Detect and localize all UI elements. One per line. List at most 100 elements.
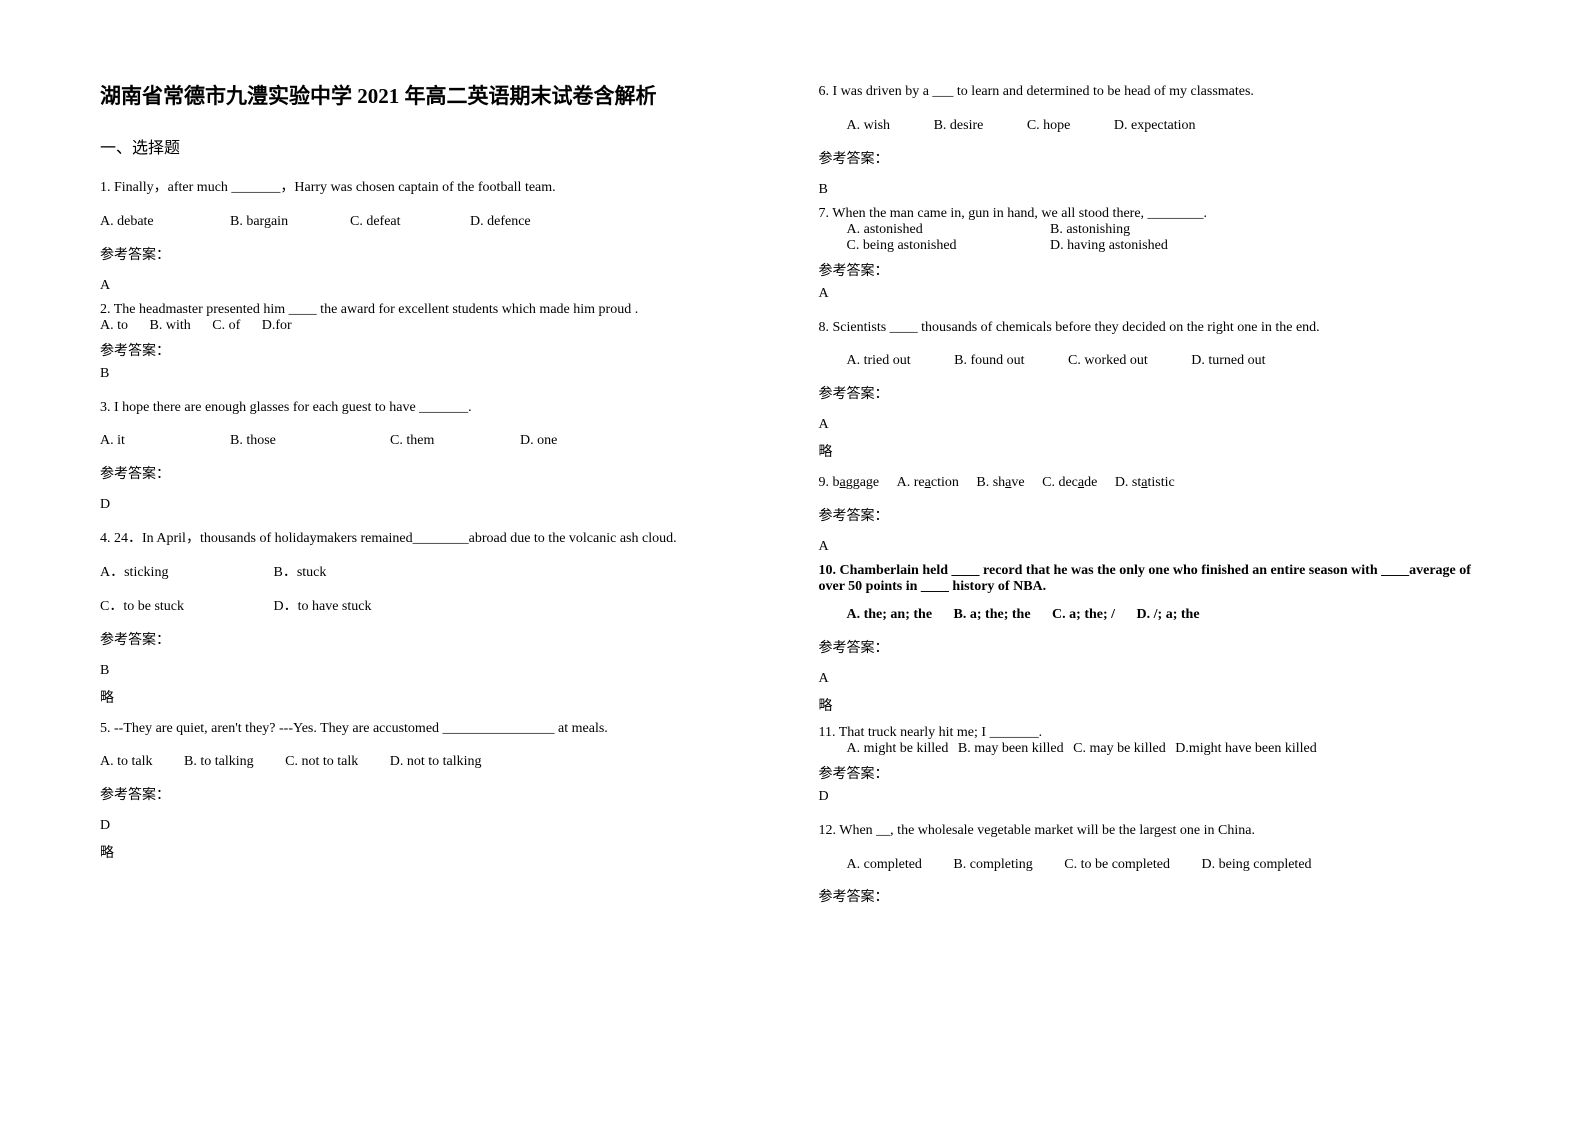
q1-opt-d: D. defence — [470, 210, 531, 234]
answer-label: 参考答案： — [819, 505, 1488, 525]
q4-answer: B — [100, 663, 769, 679]
q7-opt-a: A. astonished — [847, 222, 1047, 238]
q5-opt-a: A. to talk — [100, 750, 153, 774]
q2-opt-b: B. with — [150, 318, 191, 334]
answer-label: 参考答案： — [819, 260, 1488, 280]
question-4: 4. 24．In April，thousands of holidaymaker… — [100, 527, 769, 551]
q6-opt-a: A. wish — [847, 114, 891, 138]
q6-opt-c: C. hope — [1027, 114, 1071, 138]
left-column: 湖南省常德市九澧实验中学 2021 年高二英语期末试卷含解析 一、选择题 1. … — [100, 80, 769, 912]
section-header: 一、选择题 — [100, 134, 769, 158]
q9-answer: A — [819, 539, 1488, 555]
q12-opt-b: B. completing — [953, 853, 1032, 877]
question-11-options: A. might be killed B. may been killed C.… — [847, 741, 1488, 757]
question-9: 9. baggage A. reaction B. shave C. decad… — [819, 471, 1488, 495]
q8-opt-a: A. tried out — [847, 349, 911, 373]
q8-opt-c: C. worked out — [1068, 349, 1148, 373]
q7-opt-b: B. astonishing — [1050, 222, 1130, 237]
question-8: 8. Scientists ____ thousands of chemical… — [819, 316, 1488, 340]
q2-opt-c: C. of — [212, 318, 240, 334]
q1-answer: A — [100, 278, 769, 294]
q4-note: 略 — [100, 687, 769, 707]
answer-label: 参考答案： — [819, 637, 1488, 657]
page-container: 湖南省常德市九澧实验中学 2021 年高二英语期末试卷含解析 一、选择题 1. … — [100, 80, 1487, 912]
question-2: 2. The headmaster presented him ____ the… — [100, 302, 769, 318]
q5-opt-b: B. to talking — [184, 750, 254, 774]
answer-label: 参考答案： — [100, 463, 769, 483]
q9c-post: de — [1084, 475, 1097, 490]
question-2-options: A. to B. with C. of D.for — [100, 318, 769, 334]
q7-opt-d: D. having astonished — [1050, 238, 1168, 253]
q2-opt-a: A. to — [100, 318, 128, 334]
question-4-options-row2: C．to be stuck D．to have stuck — [100, 595, 769, 619]
q10-opt-b: B. a; the; the — [954, 603, 1031, 627]
q9-opt-b: B. shave — [976, 475, 1024, 490]
question-12-options: A. completed B. completing C. to be comp… — [847, 853, 1488, 877]
q2-opt-d: D.for — [262, 318, 292, 333]
q4-opt-b: B．stuck — [274, 565, 327, 580]
answer-label: 参考答案： — [100, 244, 769, 264]
q7-opt-c: C. being astonished — [847, 238, 1047, 254]
question-11: 11. That truck nearly hit me; I _______. — [819, 725, 1488, 741]
q9-opt-a: A. reaction — [897, 475, 959, 490]
q12-opt-a: A. completed — [847, 853, 922, 877]
question-12: 12. When __, the wholesale vegetable mar… — [819, 819, 1488, 843]
q3-opt-c: C. them — [390, 429, 520, 453]
answer-label: 参考答案： — [819, 886, 1488, 906]
question-7-options-row2: C. being astonished D. having astonished — [847, 238, 1488, 254]
answer-label: 参考答案： — [100, 784, 769, 804]
q9b-pre: B. sh — [976, 475, 1005, 490]
question-6: 6. I was driven by a ___ to learn and de… — [819, 80, 1488, 104]
answer-label: 参考答案： — [819, 148, 1488, 168]
q3-opt-b: B. those — [230, 429, 390, 453]
q11-opt-b: B. may been killed — [958, 741, 1064, 756]
question-10: 10. Chamberlain held ____ record that he… — [819, 563, 1488, 595]
q6-opt-d: D. expectation — [1114, 118, 1196, 133]
q8-opt-d: D. turned out — [1191, 353, 1265, 368]
question-5-options: A. to talk B. to talking C. not to talk … — [100, 750, 769, 774]
q5-note: 略 — [100, 842, 769, 862]
q9-rest: ggage — [846, 475, 879, 490]
q2-answer: B — [100, 366, 769, 382]
answer-label: 参考答案： — [100, 340, 769, 360]
answer-label: 参考答案： — [819, 383, 1488, 403]
question-1-options: A. debate B. bargain C. defeat D. defenc… — [100, 210, 769, 234]
q8-note: 略 — [819, 441, 1488, 461]
q3-answer: D — [100, 497, 769, 513]
question-7: 7. When the man came in, gun in hand, we… — [819, 206, 1488, 222]
q4-opt-d: D．to have stuck — [274, 599, 372, 614]
q10-answer: A — [819, 671, 1488, 687]
q11-opt-a: A. might be killed — [847, 741, 949, 756]
question-5: 5. --They are quiet, aren't they? ---Yes… — [100, 717, 769, 741]
question-1: 1. Finally，after much _______，Harry was … — [100, 176, 769, 200]
q9c-pre: C. dec — [1042, 475, 1078, 490]
q10-opt-c: C. a; the; / — [1052, 603, 1115, 627]
q10-opt-a: A. the; an; the — [847, 603, 933, 627]
q4-opt-a: A．sticking — [100, 561, 230, 585]
question-10-options: A. the; an; the B. a; the; the C. a; the… — [847, 603, 1488, 627]
q9-prefix: 9. b — [819, 475, 840, 490]
question-3: 3. I hope there are enough glasses for e… — [100, 396, 769, 420]
question-7-options-row1: A. astonished B. astonishing — [847, 222, 1488, 238]
question-6-options: A. wish B. desire C. hope D. expectation — [847, 114, 1488, 138]
q9b-post: ve — [1011, 475, 1024, 490]
q9d-pre: D. st — [1115, 475, 1141, 490]
document-title: 湖南省常德市九澧实验中学 2021 年高二英语期末试卷含解析 — [100, 80, 769, 110]
q12-opt-d: D. being completed — [1202, 857, 1312, 872]
question-3-options: A. it B. those C. them D. one — [100, 429, 769, 453]
q9-opt-c: C. decade — [1042, 475, 1097, 490]
q5-opt-c: C. not to talk — [285, 750, 358, 774]
answer-label: 参考答案： — [100, 629, 769, 649]
q1-opt-b: B. bargain — [230, 210, 350, 234]
q9a-post: ction — [931, 475, 959, 490]
q10-note: 略 — [819, 695, 1488, 715]
q7-answer: A — [819, 286, 1488, 302]
q5-answer: D — [100, 818, 769, 834]
answer-label: 参考答案： — [819, 763, 1488, 783]
q11-opt-d: D.might have been killed — [1175, 741, 1317, 756]
q8-answer: A — [819, 417, 1488, 433]
q3-opt-a: A. it — [100, 429, 230, 453]
q11-opt-c: C. may be killed — [1073, 741, 1166, 756]
q6-opt-b: B. desire — [934, 114, 984, 138]
q3-opt-d: D. one — [520, 429, 557, 453]
